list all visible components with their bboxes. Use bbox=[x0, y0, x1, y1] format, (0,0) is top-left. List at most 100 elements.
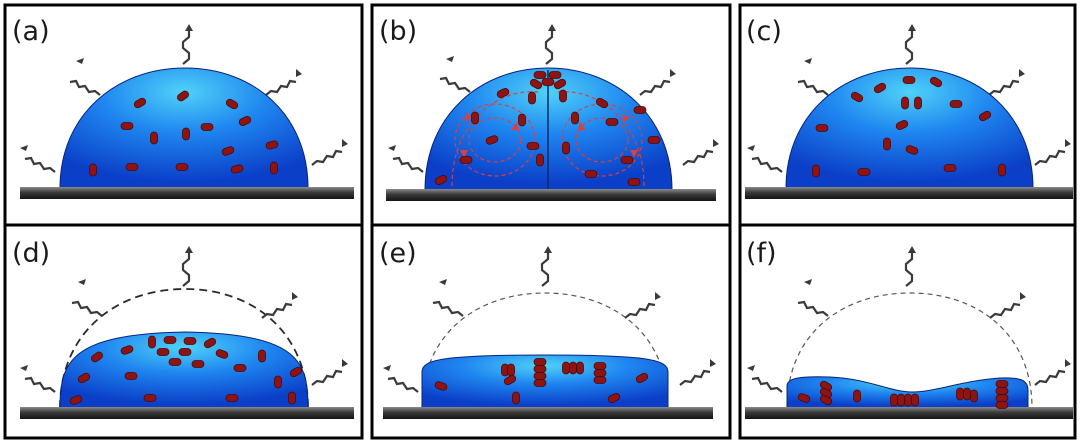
particle bbox=[815, 124, 829, 132]
particle bbox=[518, 113, 526, 127]
particle bbox=[956, 387, 964, 401]
particle bbox=[635, 372, 649, 384]
evaporation-arrow-icon bbox=[904, 31, 914, 65]
panel-border bbox=[738, 223, 1077, 440]
evaporation-arrow-icon bbox=[1065, 139, 1071, 147]
particle bbox=[562, 141, 570, 155]
particle bbox=[288, 391, 296, 405]
particle bbox=[853, 389, 861, 403]
evaporation-arrows bbox=[20, 246, 348, 393]
substrate bbox=[386, 189, 716, 201]
particle bbox=[182, 127, 190, 141]
substrate bbox=[20, 407, 354, 419]
particle bbox=[998, 163, 1006, 177]
substrate bbox=[20, 187, 354, 199]
panel-border bbox=[3, 223, 364, 440]
particle bbox=[901, 96, 909, 110]
substrate bbox=[745, 187, 1073, 199]
flow-arrowheads bbox=[460, 114, 638, 158]
particle bbox=[647, 136, 661, 144]
particle bbox=[605, 118, 619, 126]
evaporation-arrow-icon bbox=[747, 365, 755, 371]
panel-b: (b) bbox=[370, 3, 732, 227]
particle bbox=[533, 365, 547, 373]
evaporation-arrow-icon bbox=[383, 365, 391, 371]
panel-label: (a) bbox=[12, 16, 50, 47]
particle bbox=[225, 98, 239, 110]
particle bbox=[897, 393, 905, 407]
evaporation-arrows bbox=[20, 24, 348, 173]
flow-arrow-icon bbox=[511, 122, 519, 130]
panel-c: (c) bbox=[738, 3, 1077, 227]
evaporation-arrow-icon bbox=[261, 302, 293, 319]
flow-loop bbox=[575, 117, 629, 163]
particle bbox=[902, 76, 916, 84]
evaporation-arrow-icon bbox=[682, 149, 714, 166]
particle bbox=[904, 393, 912, 407]
particle bbox=[873, 82, 887, 94]
particle bbox=[434, 175, 448, 185]
particle bbox=[911, 393, 919, 407]
evaporation-arrow-icon bbox=[751, 156, 783, 173]
evaporation-arrows bbox=[383, 246, 716, 393]
evaporation-arrow-icon bbox=[181, 253, 191, 287]
particle bbox=[221, 146, 235, 156]
evaporation-arrow-icon bbox=[544, 31, 554, 65]
particles bbox=[69, 335, 303, 405]
particle bbox=[895, 120, 909, 130]
flow-loop bbox=[451, 91, 539, 187]
particle bbox=[533, 71, 547, 79]
evaporation-arrow-icon bbox=[544, 246, 552, 253]
particle bbox=[536, 153, 544, 167]
particle bbox=[156, 348, 170, 356]
evaporation-arrow-icon bbox=[311, 149, 343, 166]
particle bbox=[143, 394, 157, 402]
particle bbox=[183, 337, 197, 345]
particle bbox=[797, 393, 811, 403]
substrate bbox=[745, 407, 1073, 419]
evaporation-arrow-icon bbox=[713, 139, 719, 147]
particle bbox=[124, 372, 138, 380]
particle bbox=[943, 164, 957, 172]
particle bbox=[857, 168, 871, 176]
particle bbox=[471, 111, 479, 125]
evaporation-arrow-icon bbox=[797, 300, 829, 317]
evaporation-arrow-icon bbox=[639, 79, 671, 96]
evaporation-arrow-icon bbox=[78, 279, 86, 285]
panel-a: (a) bbox=[3, 3, 364, 227]
particle bbox=[496, 88, 510, 98]
evaporation-arrow-icon bbox=[655, 292, 661, 300]
particle bbox=[929, 76, 943, 88]
substrate bbox=[383, 407, 713, 419]
evaporation-arrow-icon bbox=[185, 24, 193, 31]
evaporation-arrow-icon bbox=[1020, 292, 1026, 300]
particle bbox=[528, 91, 536, 105]
particle bbox=[533, 358, 547, 366]
particle bbox=[562, 361, 570, 375]
evaporation-arrow-icon bbox=[69, 79, 101, 96]
evaporation-arrow-icon bbox=[24, 376, 56, 393]
particle bbox=[571, 111, 579, 125]
particle bbox=[995, 401, 1009, 409]
evaporation-arrow-icon bbox=[988, 79, 1020, 96]
panel-label: (f) bbox=[746, 238, 777, 269]
flow-arrow-icon bbox=[630, 150, 638, 158]
particle bbox=[233, 364, 247, 372]
particle bbox=[485, 135, 499, 145]
evaporation-arrow-icon bbox=[710, 359, 716, 367]
evaporation-arrow-icon bbox=[540, 253, 550, 287]
particle bbox=[265, 140, 279, 150]
evaporation-arrow-icon bbox=[670, 69, 676, 77]
particles bbox=[797, 380, 1009, 409]
evaporation-arrow-icon bbox=[908, 246, 916, 253]
particle bbox=[593, 376, 607, 384]
particle bbox=[576, 361, 584, 375]
panel-d: (d) bbox=[3, 223, 364, 440]
particle bbox=[512, 391, 520, 405]
initial-droplet-outline bbox=[786, 292, 1033, 409]
particle bbox=[150, 131, 158, 145]
evaporation-arrow-icon bbox=[24, 156, 56, 173]
particle bbox=[434, 381, 448, 391]
particle bbox=[533, 379, 547, 387]
evaporation-arrow-icon bbox=[624, 302, 656, 319]
